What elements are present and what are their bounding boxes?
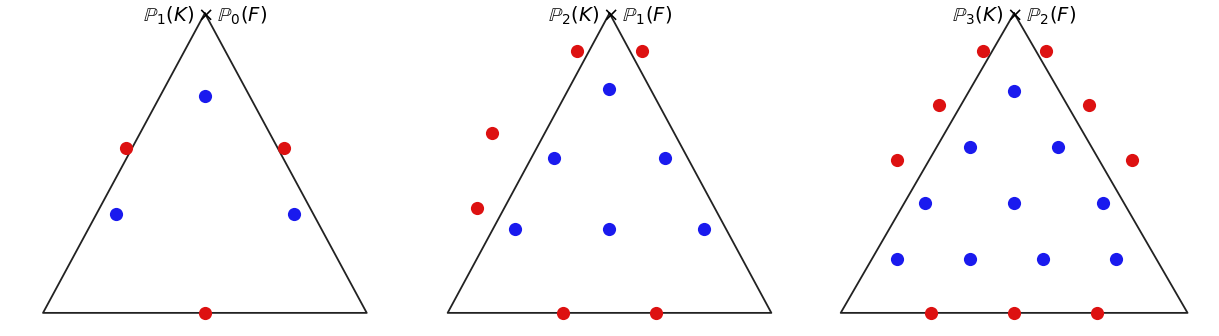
Point <box>1048 144 1068 149</box>
Point <box>1093 200 1113 205</box>
Point <box>922 310 941 316</box>
Point <box>1036 48 1056 54</box>
Point <box>116 145 135 151</box>
Point <box>284 211 304 217</box>
Point <box>646 310 666 316</box>
Text: $\mathbb{P}_3(K) \times \mathbb{P}_2(F)$: $\mathbb{P}_3(K) \times \mathbb{P}_2(F)$ <box>952 5 1076 27</box>
Point <box>929 103 948 108</box>
Point <box>887 157 907 163</box>
Point <box>567 48 586 54</box>
Point <box>553 310 573 316</box>
Point <box>961 256 980 261</box>
Point <box>483 131 502 136</box>
Point <box>195 93 215 98</box>
Point <box>600 86 619 92</box>
Point <box>961 144 980 149</box>
Point <box>656 156 675 161</box>
Point <box>600 226 619 232</box>
Point <box>1107 256 1126 261</box>
Text: $\mathbb{P}_1(K) \times \mathbb{P}_0(F)$: $\mathbb{P}_1(K) \times \mathbb{P}_0(F)$ <box>143 5 267 27</box>
Point <box>887 256 907 261</box>
Point <box>694 226 713 232</box>
Point <box>195 310 215 316</box>
Point <box>274 145 294 151</box>
Point <box>1087 310 1107 316</box>
Text: $\mathbb{P}_2(K) \times \mathbb{P}_1(F)$: $\mathbb{P}_2(K) \times \mathbb{P}_1(F)$ <box>547 5 672 27</box>
Point <box>106 211 126 217</box>
Point <box>915 200 935 205</box>
Point <box>467 205 486 210</box>
Point <box>973 48 992 54</box>
Point <box>1004 88 1024 93</box>
Point <box>1080 103 1100 108</box>
Point <box>1004 310 1024 316</box>
Point <box>1034 256 1053 261</box>
Point <box>544 156 563 161</box>
Point <box>1004 200 1024 205</box>
Point <box>633 48 652 54</box>
Point <box>506 226 525 232</box>
Point <box>1121 157 1141 163</box>
